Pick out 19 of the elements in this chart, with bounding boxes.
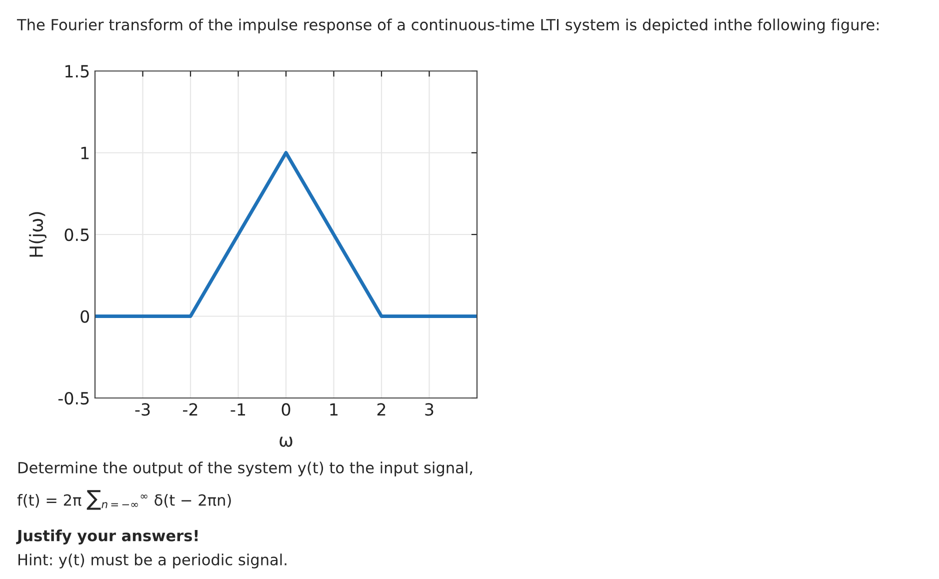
text: Justify your answers! — [16, 530, 198, 544]
text: Determine the output of the system y(t) to the input signal, — [18, 462, 472, 476]
x-tick-label: 3 — [425, 403, 434, 416]
chart-title: The Fourier transform of the impulse response of a continuous-time LTI system is depicted inthe following figure: — [16, 18, 879, 34]
x-axis-title: ω — [280, 436, 292, 447]
text: Hint: y(t) must be a periodic signal. — [18, 554, 286, 568]
y-tick-label: -0.5 — [58, 392, 89, 405]
text: f(t) = 2π ∑$_{n=−∞}$$^{∞}$ δ(t − 2πn) — [17, 490, 231, 510]
y-axis-title: H(jω) — [29, 212, 47, 257]
x-tick-label: 0 — [282, 403, 290, 416]
y-tick-label: 1.5 — [65, 65, 89, 78]
x-tick-label: 2 — [377, 403, 386, 416]
x-tick-label: -2 — [183, 403, 198, 416]
y-tick-label: 1 — [81, 146, 89, 160]
y-tick-label: 0.5 — [64, 228, 89, 242]
x-tick-label: 1 — [330, 403, 338, 416]
x-tick-label: -1 — [230, 403, 246, 416]
x-tick-label: -3 — [135, 403, 150, 416]
y-tick-label: 0 — [80, 310, 90, 323]
